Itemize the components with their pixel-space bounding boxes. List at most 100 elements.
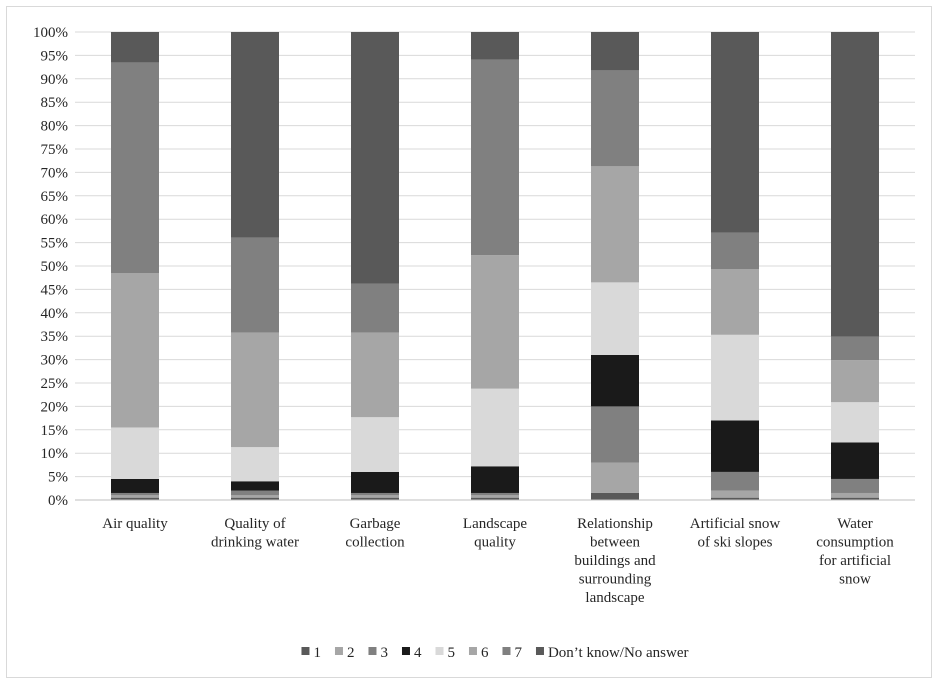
bar-segment — [111, 62, 159, 274]
bar-segment — [231, 481, 279, 491]
bar-stack — [351, 32, 399, 500]
bar-stack — [711, 32, 759, 500]
legend-label: 6 — [481, 645, 489, 661]
bar-segment — [231, 490, 279, 496]
y-tick-label: 0% — [48, 493, 68, 509]
bar-segment — [831, 402, 879, 443]
bar-segment — [111, 492, 159, 496]
bar-stack — [231, 32, 279, 500]
y-tick-label: 60% — [41, 212, 69, 228]
bar-segment — [831, 478, 879, 493]
bar-segment — [591, 406, 639, 463]
x-category-label: Air quality — [102, 516, 168, 532]
y-tick-label: 40% — [41, 306, 69, 322]
x-category-label-line: consumption — [816, 535, 894, 551]
bar-segment — [231, 32, 279, 238]
bar-segment — [351, 283, 399, 333]
bar-segment — [471, 59, 519, 256]
y-tick-label: 35% — [41, 329, 69, 345]
bar-segment — [831, 32, 879, 337]
bar-segment — [711, 232, 759, 270]
bar-stack — [831, 32, 879, 500]
bar-segment — [111, 32, 159, 63]
bar-segment — [351, 497, 399, 500]
bar-segment — [471, 255, 519, 389]
bar-segment — [351, 495, 399, 498]
bar-segment — [591, 70, 639, 167]
bar-segment — [231, 447, 279, 482]
bar-segment — [831, 497, 879, 500]
x-category-label: Quality of drinking water — [211, 516, 299, 551]
bar-segment — [351, 492, 399, 496]
y-tick-label: 95% — [41, 48, 69, 64]
legend-label: 2 — [347, 645, 355, 661]
x-category-label-line: of ski slopes — [698, 535, 773, 551]
bar-segment — [831, 360, 879, 403]
legend-item: Don’t know/No answer — [535, 645, 689, 661]
x-category-label-line: Artificial snow — [690, 516, 781, 532]
x-category-label-line: collection — [345, 535, 405, 551]
bar-segment — [711, 497, 759, 500]
bar-segment — [111, 273, 159, 428]
y-tick-label: 75% — [41, 142, 69, 158]
legend-label: 5 — [447, 645, 455, 661]
x-category-label: Landscape quality — [463, 516, 527, 551]
bar-segment — [351, 417, 399, 472]
x-category-label-line: landscape — [585, 590, 644, 606]
x-category-label-line: quality — [474, 535, 516, 551]
bar-segment — [711, 420, 759, 472]
bar-segment — [711, 269, 759, 335]
bar-segment — [351, 332, 399, 418]
bar-segment — [591, 282, 639, 355]
x-category-label: Water consumption for artificial snow — [816, 516, 894, 588]
bar-segment — [711, 471, 759, 491]
x-category-label: Relationship between buildings and surround… — [574, 516, 656, 606]
bar-segment — [351, 32, 399, 284]
x-category-label: Artificial snow of ski slopes — [690, 516, 781, 551]
x-category-label-line: Water — [837, 516, 872, 532]
legend-swatch — [502, 647, 511, 655]
y-tick-label: 5% — [48, 470, 68, 486]
y-tick-label: 25% — [41, 376, 69, 392]
y-tick-label: 30% — [41, 353, 69, 369]
bar-segment — [711, 490, 759, 498]
legend-swatch — [401, 647, 410, 655]
bar-segment — [831, 492, 879, 498]
x-category-label-line: surrounding — [579, 572, 652, 588]
bar-segment — [591, 492, 639, 500]
x-category-label-line: Quality of — [224, 516, 285, 532]
bar-segment — [831, 336, 879, 361]
y-tick-label: 10% — [41, 446, 69, 462]
bar-segment — [231, 332, 279, 448]
bar-segment — [591, 462, 639, 493]
bar-stack — [111, 32, 159, 500]
bar-segment — [591, 166, 639, 283]
y-tick-label: 70% — [41, 165, 69, 181]
legend-swatch — [301, 647, 310, 655]
y-tick-label: 100% — [33, 25, 68, 41]
y-tick-label: 65% — [41, 189, 69, 205]
legend-item: 2 — [334, 645, 355, 661]
bar-segment — [111, 427, 159, 479]
legend-label: 3 — [380, 645, 388, 661]
legend-item: 4 — [401, 645, 422, 661]
y-tick-label: 55% — [41, 236, 69, 252]
legend-swatch — [334, 647, 343, 655]
legend-swatch — [468, 647, 477, 655]
bar-segment — [471, 495, 519, 498]
x-category-label: Garbage collection — [345, 516, 405, 551]
legend-item: 6 — [468, 645, 489, 661]
x-category-label-line: Relationship — [577, 516, 653, 532]
bar-stack — [471, 32, 519, 500]
bar-segment — [831, 442, 879, 479]
legend-item: 1 — [301, 645, 321, 661]
x-category-label-line: drinking water — [211, 535, 299, 551]
legend-label: 4 — [414, 645, 422, 661]
x-category-label-line: Air quality — [102, 516, 168, 532]
x-category-label-line: buildings and — [574, 553, 656, 569]
y-tick-label: 45% — [41, 282, 69, 298]
bar-segment — [111, 497, 159, 500]
bar-segment — [471, 466, 519, 493]
bar-segment — [351, 471, 399, 493]
